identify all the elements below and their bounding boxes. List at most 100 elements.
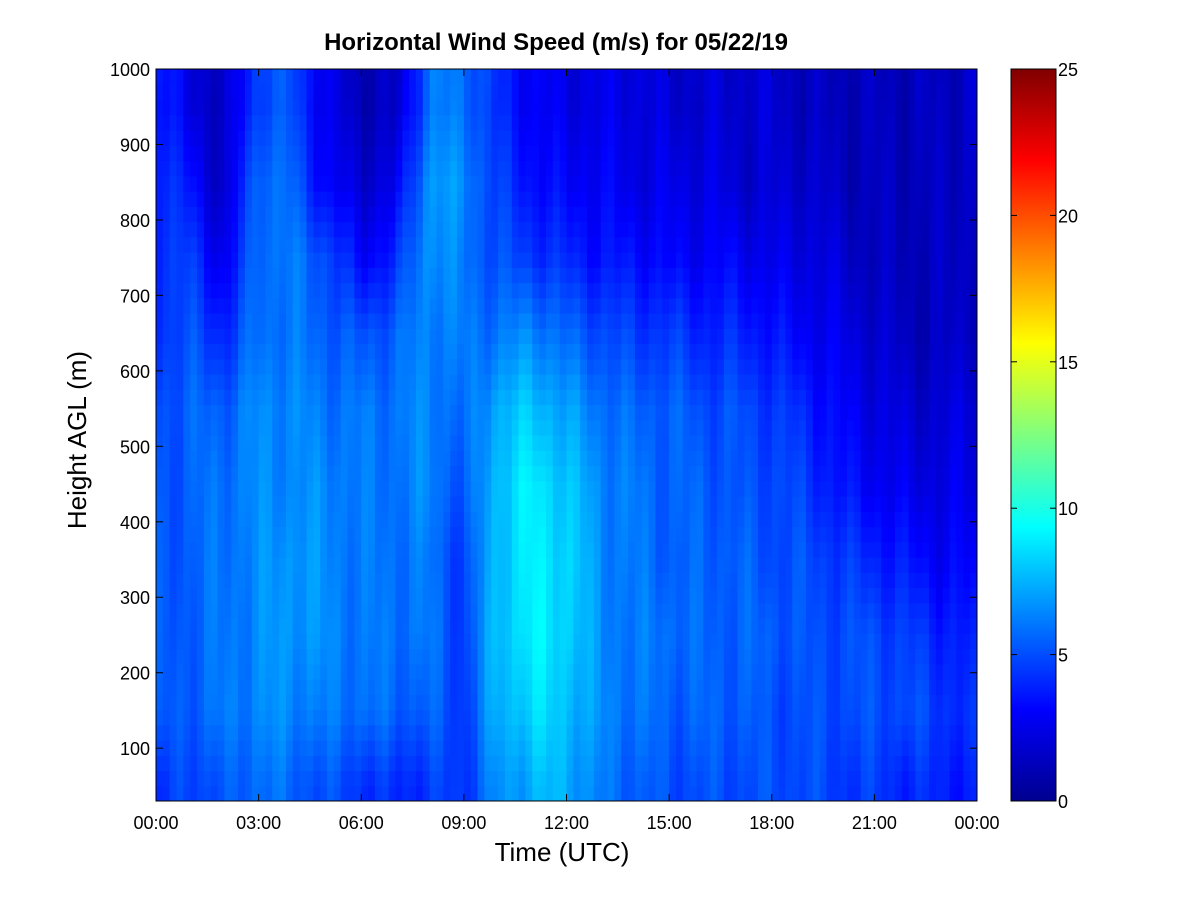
heatmap-cell (805, 526, 814, 543)
heatmap-cell (162, 679, 171, 695)
heatmap-cell (518, 648, 527, 665)
heatmap-cell (744, 358, 752, 375)
heatmap-cell (580, 785, 588, 801)
heatmap-cell (853, 496, 862, 512)
heatmap-cell (655, 419, 663, 436)
heatmap-cell (203, 679, 212, 695)
heatmap-cell (525, 419, 533, 436)
heatmap-cell (614, 618, 622, 634)
heatmap-cell (299, 663, 308, 680)
heatmap-cell (279, 511, 287, 528)
heatmap-cell (429, 465, 438, 482)
heatmap-cell (422, 343, 431, 360)
heatmap-cell (552, 496, 561, 512)
heatmap-cell (368, 557, 376, 573)
heatmap-cell (511, 587, 520, 604)
heatmap-cell (942, 694, 951, 711)
heatmap-cell (573, 770, 581, 787)
heatmap-cell (532, 282, 540, 299)
heatmap-cell (217, 480, 226, 497)
heatmap-cell (641, 602, 650, 619)
heatmap-cell (333, 419, 342, 436)
heatmap-cell (183, 160, 191, 177)
heatmap-cell (525, 374, 533, 390)
heatmap-cell (792, 374, 800, 390)
heatmap-cell (710, 175, 718, 192)
heatmap-cell (299, 267, 308, 284)
heatmap-cell (696, 267, 704, 284)
heatmap-cell (374, 755, 383, 772)
heatmap-cell (580, 602, 588, 619)
heatmap-cell (457, 328, 465, 345)
heatmap-cell (368, 648, 376, 665)
heatmap-cell (292, 740, 301, 756)
heatmap-cell (265, 267, 273, 284)
heatmap-cell (723, 602, 732, 619)
heatmap-cell (628, 633, 636, 650)
heatmap-cell (778, 313, 787, 329)
heatmap-cell (368, 618, 376, 634)
heatmap-cell (675, 191, 684, 207)
heatmap-cell (874, 358, 882, 375)
heatmap-cell (607, 663, 615, 680)
heatmap-cell (901, 541, 910, 558)
heatmap-cell (819, 282, 828, 299)
heatmap-cell (313, 709, 321, 726)
heatmap-cell (545, 450, 554, 467)
heatmap-cell (347, 175, 356, 192)
heatmap-cell (313, 785, 321, 801)
heatmap-cell (162, 663, 171, 680)
heatmap-cell (477, 175, 485, 192)
heatmap-cell (717, 374, 725, 390)
heatmap-cell (669, 694, 677, 711)
heatmap-cell (669, 648, 677, 665)
heatmap-cell (484, 602, 492, 619)
heatmap-cell (518, 206, 527, 223)
heatmap-cell (224, 389, 232, 406)
heatmap-cell (949, 648, 958, 665)
heatmap-cell (778, 419, 787, 436)
heatmap-cell (573, 587, 581, 604)
heatmap-cell (320, 724, 328, 741)
heatmap-cell (436, 511, 444, 528)
heatmap-cell (313, 236, 321, 253)
heatmap-cell (354, 618, 362, 634)
heatmap-cell (600, 587, 609, 604)
heatmap-cell (244, 343, 253, 360)
heatmap-cell (785, 572, 793, 589)
heatmap-cell (929, 740, 937, 756)
heatmap-cell (812, 480, 821, 497)
heatmap-cell (374, 160, 383, 177)
heatmap-cell (805, 343, 814, 360)
heatmap-cell (744, 709, 752, 726)
heatmap-cell (785, 755, 793, 772)
heatmap-cell (593, 679, 602, 695)
heatmap-cell (374, 297, 383, 314)
heatmap-cell (669, 374, 677, 390)
heatmap-cell (156, 465, 164, 482)
heatmap-cell (799, 297, 807, 314)
heatmap-cell (381, 389, 390, 406)
heatmap-cell (477, 679, 485, 695)
heatmap-cell (552, 602, 561, 619)
heatmap-cell (457, 282, 465, 299)
heatmap-cell (764, 541, 773, 558)
heatmap-cell (634, 618, 643, 634)
heatmap-cell (669, 236, 677, 253)
heatmap-cell (723, 541, 732, 558)
heatmap-cell (580, 419, 588, 436)
heatmap-cell (190, 496, 198, 512)
heatmap-cell (771, 526, 780, 543)
heatmap-cell (874, 526, 882, 543)
heatmap-cell (634, 419, 643, 436)
heatmap-cell (942, 267, 951, 284)
heatmap-cell (641, 618, 650, 634)
heatmap-cell (470, 404, 479, 421)
heatmap-cell (799, 374, 807, 390)
heatmap-cell (655, 435, 663, 451)
heatmap-cell (518, 160, 527, 177)
heatmap-cell (621, 419, 629, 436)
heatmap-cell (723, 465, 732, 482)
heatmap-cell (299, 313, 308, 329)
heatmap-cell (374, 770, 383, 787)
